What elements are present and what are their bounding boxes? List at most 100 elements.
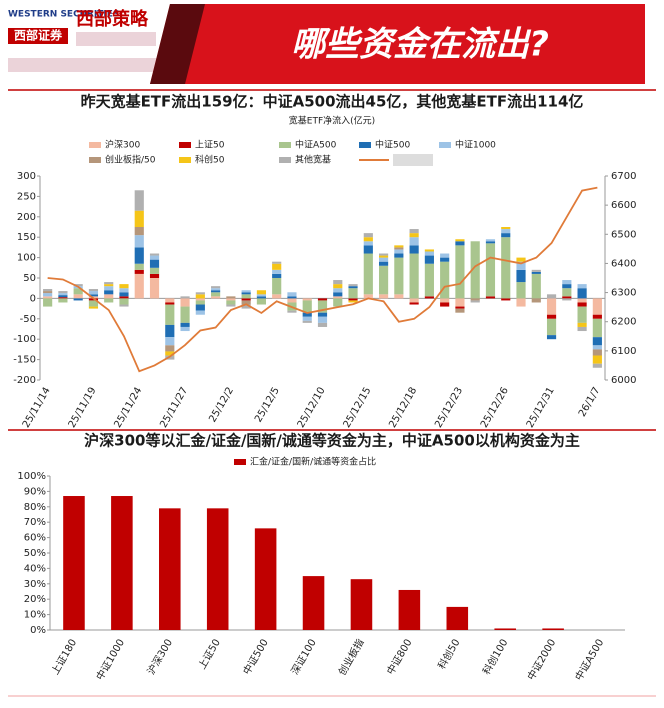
legend-label: 科创50: [195, 154, 225, 166]
bar: [440, 253, 450, 258]
y-tick-label: 200: [17, 212, 36, 223]
bar: [104, 282, 114, 285]
bar: [58, 293, 68, 296]
chart-subtitle: 宽基ETF净流入(亿元): [289, 115, 375, 127]
bar: [333, 284, 343, 289]
bar: [470, 298, 480, 301]
bar: [501, 298, 511, 301]
y2-tick-label: 6200: [611, 317, 636, 328]
bar: [470, 300, 480, 303]
bar: [379, 255, 389, 258]
bar: [592, 355, 602, 364]
banner: [150, 4, 645, 84]
bar: [592, 345, 602, 350]
bar: [501, 233, 511, 238]
bar: [88, 289, 99, 292]
bar: [494, 628, 516, 630]
bar: [206, 508, 229, 630]
bar: [455, 306, 465, 309]
bar: [516, 282, 526, 299]
bar: [409, 302, 419, 305]
bar: [577, 288, 587, 299]
bar: [394, 253, 404, 258]
bar: [577, 284, 587, 289]
bar: [211, 296, 221, 299]
bar: [104, 284, 114, 287]
bar: [256, 296, 266, 299]
bar: [195, 300, 205, 305]
blur: [393, 154, 433, 166]
bar: [149, 278, 160, 299]
legend-swatch: [279, 157, 291, 163]
bar: [333, 296, 343, 299]
bar: [43, 291, 53, 294]
bar: [546, 314, 557, 319]
bar: [241, 304, 251, 309]
bar: [440, 302, 450, 307]
bar: [134, 247, 144, 264]
bar: [88, 291, 99, 295]
y2-tick-label: 6500: [611, 229, 636, 240]
bar: [302, 320, 312, 323]
bar: [531, 271, 541, 274]
bar: [379, 294, 389, 299]
bar: [226, 304, 236, 307]
y2-tick-label: 6100: [611, 346, 636, 357]
bar: [409, 233, 419, 238]
y-tick-label: 80%: [24, 502, 46, 513]
y2-tick-label: 6600: [611, 200, 636, 211]
y-tick-label: -150: [13, 355, 36, 366]
bar: [287, 292, 297, 297]
bar: [592, 349, 602, 356]
bar: [241, 292, 251, 295]
y-tick-label: -200: [13, 375, 36, 386]
logo-en: WESTERN SECURITIES: [8, 10, 119, 20]
banner-title: 哪些资金在流出?: [291, 25, 549, 65]
bar: [485, 239, 496, 242]
y-tick-label: 100: [17, 253, 36, 264]
bar: [409, 253, 419, 299]
legend-swatch: [359, 142, 371, 148]
bar: [363, 253, 373, 295]
bar: [592, 318, 602, 338]
bar: [58, 298, 68, 303]
bar: [516, 269, 526, 283]
bar: [516, 257, 526, 262]
bar: [577, 302, 587, 307]
bar: [379, 265, 389, 295]
y-tick-label: 0: [30, 293, 36, 304]
legend-label: 中证500: [375, 139, 410, 151]
bar: [577, 326, 587, 332]
bar: [226, 298, 236, 301]
bar: [111, 496, 133, 630]
y-tick-label: 150: [17, 232, 36, 243]
bar: [58, 295, 68, 298]
bar: [149, 255, 160, 260]
bar: [211, 292, 221, 297]
y-tick-label: 60%: [24, 533, 46, 544]
bar: [424, 263, 434, 297]
bar: [165, 298, 175, 303]
bar: [531, 298, 541, 303]
bar: [43, 296, 53, 299]
y-tick-label: 50: [23, 273, 36, 284]
bar: [516, 261, 526, 270]
y-tick-label: 70%: [24, 517, 46, 528]
bar: [272, 278, 282, 295]
bar: [333, 288, 343, 293]
bar: [455, 308, 465, 313]
bar: [272, 273, 282, 278]
bar: [272, 263, 282, 270]
bar: [542, 628, 564, 630]
bar: [104, 294, 114, 299]
bar: [256, 294, 266, 297]
bar: [394, 294, 404, 299]
legend-swatch: [89, 157, 101, 163]
bar: [562, 288, 572, 297]
y-tick-label: 10%: [24, 610, 46, 621]
bar: [119, 296, 129, 299]
bar: [302, 576, 325, 630]
bar: [302, 298, 312, 301]
bar: [363, 233, 373, 238]
